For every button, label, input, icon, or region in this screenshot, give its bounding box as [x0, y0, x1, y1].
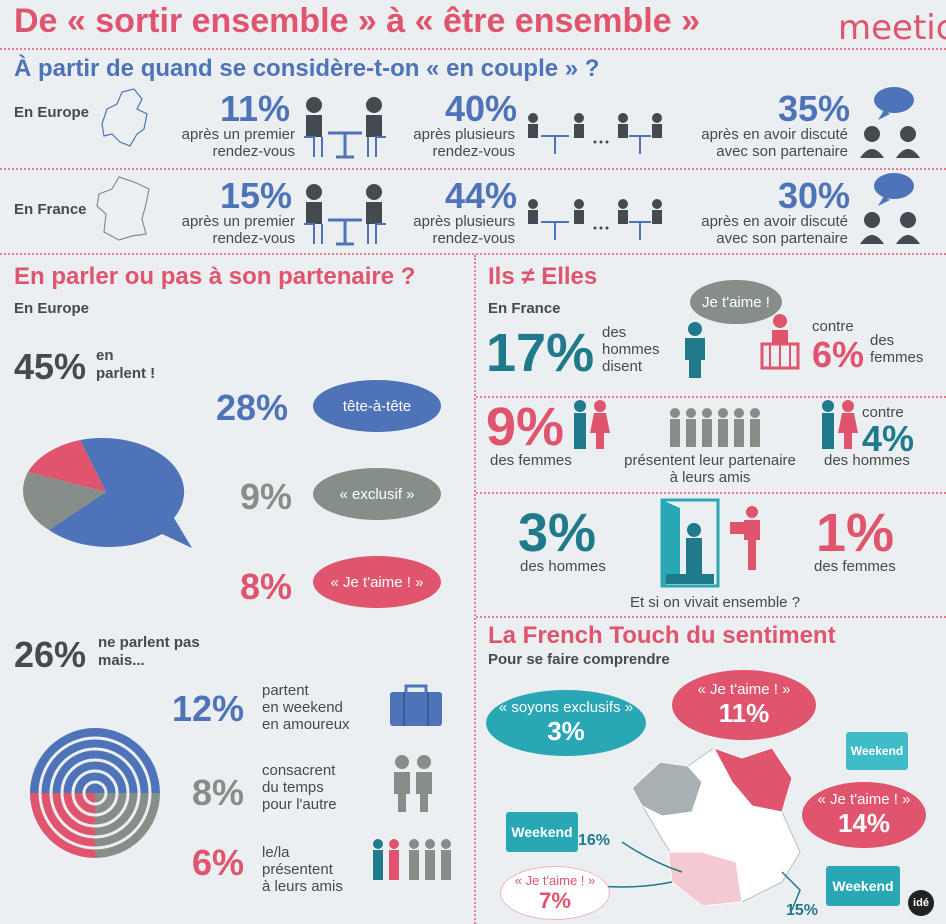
no-item-caption-2: le/la présentent à leurs amis: [262, 844, 343, 895]
exclusif-bubble: « exclusif »: [313, 468, 441, 520]
ils-men-caption: des hommes disent: [602, 324, 660, 375]
no-item-pct-0: 12%: [172, 688, 245, 729]
french-title: La French Touch du sentiment: [488, 622, 836, 649]
couple-icon: [574, 400, 610, 449]
ils-men-pct: 17%: [486, 323, 595, 383]
meetic-logo: meetic: [838, 8, 946, 48]
talk-region: En Europe: [14, 300, 90, 317]
french-subtitle: Pour se faire comprendre: [488, 651, 670, 668]
ils-je-taime-bubble: Je t'aime !: [690, 280, 782, 324]
je-taime-bubble: « Je t'aime ! »: [313, 556, 441, 608]
ils-h-caption: des hommes: [824, 452, 910, 469]
europe-talk-caption: après en avoir discuté avec son partenair…: [701, 126, 848, 160]
couple-icon-2: [822, 400, 858, 449]
ils-h-pct: 4%: [862, 418, 915, 459]
couple-question: À partir de quand se considère-t-on « en…: [14, 55, 600, 82]
talk-item-pct-2: 8%: [240, 566, 293, 607]
ils-present-caption: présentent leur partenaire à leurs amis: [624, 452, 796, 486]
talk-title: En parler ou pas à son partenaire ?: [14, 263, 416, 290]
france-talk-pct: 30%: [778, 175, 851, 216]
tete-a-tete-bubble: tête-à-tête: [313, 380, 441, 432]
weekend-suitcase-bottom: Weekend: [826, 866, 900, 906]
europe-label: En Europe: [14, 104, 90, 121]
live-women-pct: 1%: [816, 503, 895, 563]
france-several-pct: 44%: [445, 175, 518, 216]
maze-icon: [30, 728, 160, 858]
no-item-pct-1: 8%: [192, 772, 245, 813]
suitcase-icon: [390, 684, 442, 726]
ils-title: Ils ≠ Elles: [488, 263, 598, 290]
ils-region: En France: [488, 300, 561, 317]
talk-no-pct: 26%: [14, 634, 87, 675]
europe-first-caption: après un premier rendez-vous: [181, 126, 295, 160]
no-item-caption-0: partent en weekend en amoureux: [262, 682, 350, 733]
discussion-icon-fr: [860, 173, 920, 244]
europe-several-caption: après plusieurs rendez-vous: [413, 126, 515, 160]
ide-credit-badge: idé: [908, 890, 934, 916]
france-map-icon: [96, 176, 150, 241]
friends-group-icon: [373, 839, 451, 880]
je-taime-7-bubble: « Je t'aime ! » 7%: [500, 866, 610, 920]
no-item-caption-1: consacrent du temps pour l'autre: [262, 762, 337, 813]
france-first-pct: 15%: [220, 175, 293, 216]
talk-yes-pct: 45%: [14, 346, 87, 387]
europe-first-pct: 11%: [220, 88, 291, 129]
talk-pie-chart: [23, 437, 192, 548]
ils-women-pct: 6%: [812, 334, 865, 375]
je-taime-11-bubble: « Je t'aime ! » 11%: [672, 670, 816, 740]
weekend-suitcase-top: Weekend: [846, 732, 908, 770]
no-item-pct-2: 6%: [192, 842, 245, 883]
discussion-icon: [860, 87, 920, 158]
pct-16: 16%: [578, 832, 611, 849]
pct-15: 15%: [786, 902, 819, 919]
europe-talk-pct: 35%: [778, 88, 851, 129]
france-first-caption: après un premier rendez-vous: [181, 213, 295, 247]
live-women-caption: des femmes: [814, 558, 896, 575]
talk-item-pct-0: 28%: [216, 387, 289, 428]
first-date-icon-fr: [304, 184, 386, 246]
woman-on-balcony-icon: [760, 314, 800, 370]
several-dates-icon: [528, 113, 662, 154]
couple-walking-icon: [394, 755, 432, 812]
live-question: Et si on vivait ensemble ?: [629, 594, 801, 611]
talk-yes-caption: en parlent !: [96, 347, 156, 382]
friends-row-icon: [670, 408, 760, 447]
je-taime-14-bubble: « Je t'aime ! » 14%: [802, 782, 926, 848]
soyons-exclusifs-bubble: « soyons exclusifs » 3%: [486, 690, 646, 756]
ils-contre: contre: [812, 318, 854, 335]
live-men-caption: des hommes: [520, 558, 606, 575]
france-label: En France: [14, 201, 87, 218]
first-date-icon: [304, 97, 386, 159]
man-icon: [685, 322, 705, 378]
talk-item-pct-1: 9%: [240, 476, 293, 517]
france-regions-map: [571, 747, 801, 911]
ils-contre2: contre: [862, 404, 904, 421]
live-men-pct: 3%: [518, 503, 597, 563]
europe-map-icon: [101, 88, 148, 147]
ils-f-pct: 9%: [486, 397, 565, 457]
ils-f-caption: des femmes: [490, 452, 572, 469]
page-title: De « sortir ensemble » à « être ensemble…: [14, 2, 701, 40]
weekend-suitcase-left: Weekend: [506, 812, 578, 852]
france-several-caption: après plusieurs rendez-vous: [413, 213, 515, 247]
several-dates-icon-fr: [528, 199, 662, 240]
moving-in-door-icon: [660, 498, 760, 588]
talk-no-caption: ne parlent pas mais...: [98, 634, 200, 669]
europe-several-pct: 40%: [445, 88, 518, 129]
ils-women-caption: des femmes: [870, 332, 924, 366]
france-talk-caption: après en avoir discuté avec son partenair…: [701, 213, 848, 247]
